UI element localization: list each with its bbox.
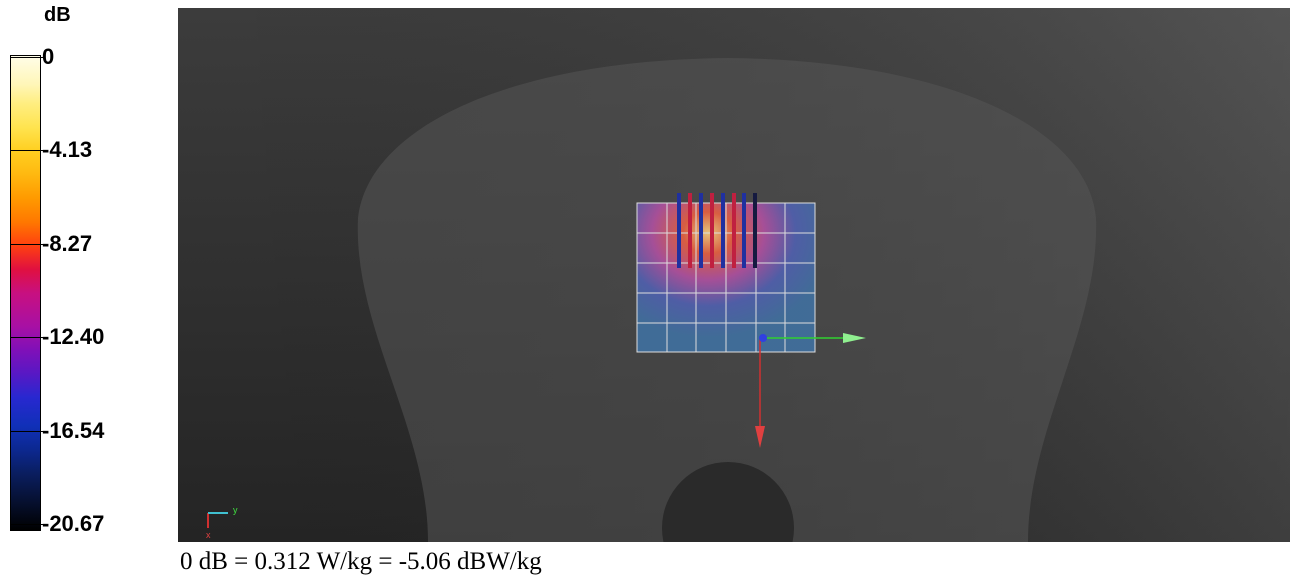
axis-label-x: x (206, 530, 211, 540)
colorbar (10, 55, 41, 531)
tick-line (10, 430, 44, 432)
3d-view: y x (178, 8, 1290, 542)
tick-line (10, 57, 44, 58)
axis-label-y: y (233, 505, 238, 515)
tick-label: -16.54 (42, 417, 105, 443)
tick-line (10, 150, 44, 152)
tick-label: 0 (42, 44, 55, 69)
tick-line (10, 524, 44, 525)
tick-label: -8.27 (42, 230, 93, 256)
tick-label: -12.40 (42, 324, 105, 350)
tick-label: -4.13 (42, 137, 93, 163)
tick-label: -20.67 (42, 511, 105, 536)
tick-line (10, 337, 44, 339)
caption: 0 dB = 0.312 W/kg = -5.06 dBW/kg (180, 548, 542, 575)
tick-line (10, 243, 44, 245)
colorbar-unit: dB (44, 4, 71, 26)
